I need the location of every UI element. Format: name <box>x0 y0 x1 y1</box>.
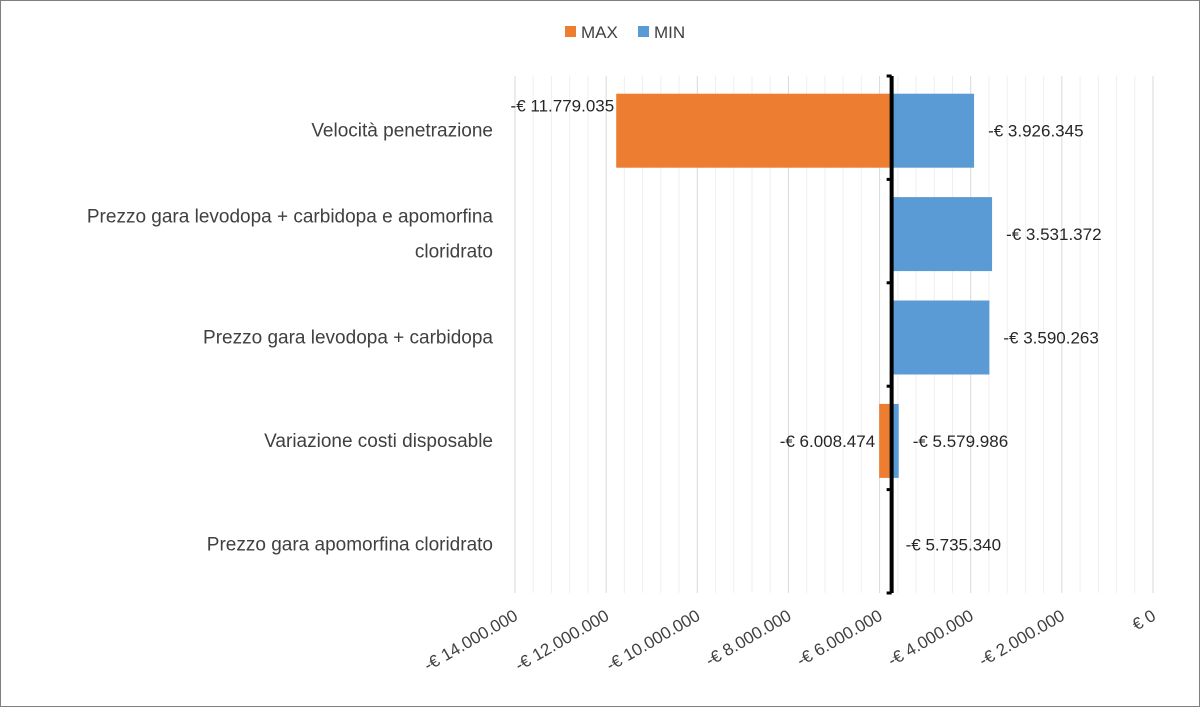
data-label-max: -€ 6.008.474 <box>780 432 875 451</box>
category-label: Variazione costi disposable <box>264 431 493 452</box>
x-tick-label: -€ 6.000.000 <box>793 606 885 670</box>
x-tick-label: -€ 12.000.000 <box>512 606 612 675</box>
bar-max <box>879 403 892 478</box>
data-labels: -€ 11.779.035 -€ 6.008.474 -€ 3.926.345 -€ … <box>511 97 1102 555</box>
legend-swatch-min <box>638 26 649 37</box>
bar-max <box>616 93 892 168</box>
x-tick-labels: -€ 14.000.000-€ 12.000.000-€ 10.000.000-… <box>421 606 1159 675</box>
bar-min <box>891 300 990 375</box>
data-label-min: -€ 3.590.263 <box>1003 329 1098 348</box>
bar-min <box>891 197 993 272</box>
data-label-max: -€ 11.779.035 <box>511 97 615 116</box>
legend-label-max: MAX <box>581 23 618 42</box>
baseline-axis <box>886 74 894 595</box>
data-label-min: -€ 5.579.986 <box>913 432 1008 451</box>
legend-label-min: MIN <box>654 23 685 42</box>
data-label-min: -€ 3.531.372 <box>1006 225 1101 244</box>
bar-min <box>891 93 975 168</box>
x-tick-label: -€ 8.000.000 <box>702 606 794 670</box>
legend-swatch-max <box>565 26 576 37</box>
x-tick-label: -€ 2.000.000 <box>976 606 1068 670</box>
category-label: Velocità penetrazione <box>311 121 493 142</box>
x-tick-label: -€ 4.000.000 <box>885 606 977 670</box>
x-tick-label: -€ 10.000.000 <box>603 606 703 675</box>
category-label: Prezzo gara apomorfina cloridrato <box>207 534 493 555</box>
legend: MAX MIN <box>565 23 685 42</box>
category-label: cloridrato <box>415 242 493 263</box>
category-label: Prezzo gara levodopa + carbidopa e apomo… <box>87 207 494 228</box>
x-tick-label: -€ 14.000.000 <box>421 606 521 675</box>
data-label-min: -€ 3.926.345 <box>988 122 1083 141</box>
category-label: Prezzo gara levodopa + carbidopa <box>203 328 493 349</box>
category-labels: Velocità penetrazione Prezzo gara levodop… <box>87 121 494 556</box>
x-tick-label: € 0 <box>1129 606 1159 634</box>
bar-min <box>891 403 899 478</box>
data-label-min: -€ 5.735.340 <box>906 535 1001 554</box>
bars <box>616 93 993 582</box>
